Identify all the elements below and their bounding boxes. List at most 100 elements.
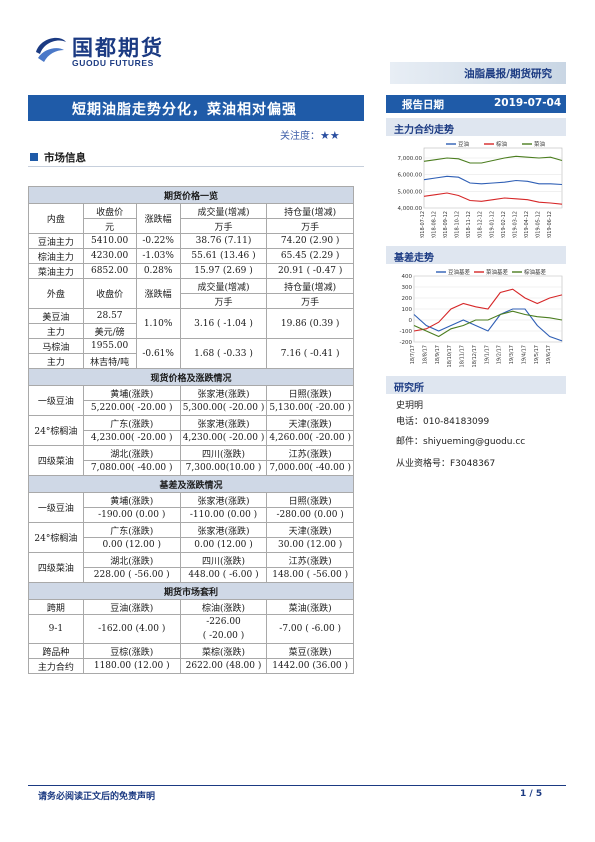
table-cell: ( -20.00 ) xyxy=(179,629,268,644)
legend-label: 棕油基差 xyxy=(524,268,547,276)
y-tick-label: -200 xyxy=(400,340,413,346)
author-email[interactable]: 邮件：shiyueming@guodu.cc xyxy=(396,437,526,447)
legend-label: 菜油基差 xyxy=(486,268,509,276)
table-cell: 4,230.00( -20.00 ) xyxy=(179,430,268,446)
table-cell: 4,260.00( -20.00 ) xyxy=(266,430,354,446)
arbitrage-table-title: 期货市场套利 xyxy=(28,582,354,600)
series-line-1 xyxy=(423,175,563,186)
main-chart-heading: 主力合约走势 xyxy=(386,118,566,136)
table-cell: 3.16 ( -1.04 ) xyxy=(179,308,268,339)
attention-rating: 关注度：★★ xyxy=(280,127,340,142)
brand-name-cn: 国都期货 xyxy=(72,36,164,60)
brand-name-en: GUODU FUTURES xyxy=(72,58,154,68)
table-cell: 主力合约 xyxy=(28,658,84,674)
x-tick-label: 2019-03-12 xyxy=(512,211,518,238)
header-cell: 广东(涨跌) xyxy=(82,522,181,538)
table-cell: 主力 xyxy=(28,353,84,369)
table-row: 228.00 ( -56.00 ) 448.00 ( -6.00 ) 148.0… xyxy=(29,567,354,583)
header-cell: 豆油(涨跌) xyxy=(82,599,181,615)
table-cell: 棕油主力 xyxy=(28,248,84,264)
futures-table-title: 期货价格一览 xyxy=(28,186,354,204)
header-cell: 日照(涨跌) xyxy=(266,492,354,508)
header-cell: 豆棕(涨跌) xyxy=(82,643,181,659)
legend-label: 豆油基差 xyxy=(448,268,471,276)
table-cell: 4230.00 xyxy=(82,248,137,264)
table-cell: 5410.00 xyxy=(82,233,137,249)
footer-divider xyxy=(28,785,566,786)
series-line-2 xyxy=(423,192,563,205)
legend-label: 棕油 xyxy=(496,140,508,148)
table-cell: -0.22% xyxy=(135,233,181,249)
table-cell: 4,230.00( -20.00 ) xyxy=(82,430,181,446)
report-title: 短期油脂走势分化，菜油相对偏强 xyxy=(72,102,297,118)
attention-label: 关注度： xyxy=(280,131,320,142)
header-cell: 万手 xyxy=(179,218,268,234)
header-cell: 收盘价 xyxy=(82,203,137,219)
table-cell: -7.00 ( -6.00 ) xyxy=(266,614,354,644)
table-cell: 30.00 (12.00 ) xyxy=(266,537,354,553)
x-tick-label: 2019-01-12 xyxy=(489,211,495,238)
square-bullet-icon xyxy=(30,153,38,161)
y-tick-label: 400 xyxy=(402,274,413,280)
table-cell: 0.00 (12.00 ) xyxy=(179,537,268,553)
header-cell: 黄埔(涨跌) xyxy=(82,385,181,401)
header-cell: 张家港(涨跌) xyxy=(179,492,268,508)
series-line-3 xyxy=(423,155,563,164)
series-line-1 xyxy=(413,308,563,342)
header-cell: 张家港(涨跌) xyxy=(179,415,268,431)
table-cell: 1.10% xyxy=(135,308,181,339)
y-tick-label: 6,000.00 xyxy=(398,173,423,179)
x-tick-label: 18/11/17 xyxy=(460,345,466,367)
section-divider xyxy=(28,166,364,167)
row-label: 四级菜油 xyxy=(28,445,84,476)
row-label: 一级豆油 xyxy=(28,385,84,416)
header-cell: 广东(涨跌) xyxy=(82,415,181,431)
header-cell: 天津(涨跌) xyxy=(266,522,354,538)
x-tick-label: 2018-07-12 xyxy=(420,211,426,238)
header-cell: 涨跌幅 xyxy=(135,278,181,309)
header-cell: 江苏(涨跌) xyxy=(266,445,354,461)
header-cell: 张家港(涨跌) xyxy=(179,522,268,538)
table-cell: 15.97 (2.69 ) xyxy=(179,263,268,279)
report-date: 2019-07-04 xyxy=(494,97,562,109)
header-cell: 江苏(涨跌) xyxy=(266,552,354,568)
market-section-title: 市场信息 xyxy=(44,152,86,164)
research-heading: 研究所 xyxy=(386,376,566,394)
table-row: 豆油主力 5410.00 -0.22% 38.76 (7.11) 74.20 (… xyxy=(28,233,354,249)
table-cell: -1.03% xyxy=(135,248,181,264)
x-tick-label: 2019-02-12 xyxy=(501,211,507,238)
y-tick-label: 5,000.00 xyxy=(398,189,423,195)
header-cell: 成交量(增减) xyxy=(179,203,268,219)
table-cell: 5,300.00( -20.00 ) xyxy=(179,400,268,416)
header-cell: 菜油(涨跌) xyxy=(266,599,354,615)
table-row: 马棕油 1955.00 -0.61% 1.68 ( -0.33 ) 7.16 (… xyxy=(28,338,354,369)
table-cell: 菜油主力 xyxy=(28,263,84,279)
table-row: 5,220.00( -20.00 ) 5,300.00( -20.00 ) 5,… xyxy=(29,400,354,416)
x-tick-label: 2018-09-12 xyxy=(443,211,449,238)
y-tick-label: 300 xyxy=(402,285,413,291)
row-label: 24°棕榈油 xyxy=(28,522,84,553)
table-cell: 7,300.00(10.00 ) xyxy=(179,460,268,476)
header-cell: 内盘 xyxy=(28,203,84,234)
table-row: 9-1 -162.00 (4.00 ) -226.00 -7.00 ( -6.0… xyxy=(28,614,354,644)
x-tick-label: 19/1/17 xyxy=(484,345,490,364)
header-cell: 持仓量(增减) xyxy=(266,278,354,294)
y-tick-label: 100 xyxy=(402,307,413,313)
table-cell: 马棕油 xyxy=(28,338,84,354)
footer-disclaimer: 请务必阅读正文后的免责声明 xyxy=(38,792,156,802)
market-data-table: 期货价格一览 内盘 收盘价 涨跌幅 成交量(增减) 持仓量(增减) 元 万手 万… xyxy=(28,186,354,674)
y-tick-label: 200 xyxy=(402,296,413,302)
header-cell: 跨品种 xyxy=(28,643,84,659)
table-cell: 19.86 (0.39 ) xyxy=(266,308,354,339)
x-tick-label: 19/6/17 xyxy=(546,345,552,364)
header-cell: 跨期 xyxy=(28,599,84,615)
table-row: 美豆油 28.57 1.10% 3.16 ( -1.04 ) 19.86 (0.… xyxy=(28,308,354,339)
legend-label: 菜油 xyxy=(534,140,546,148)
table-cell: 林吉特/吨 xyxy=(82,353,137,369)
x-tick-label: 19/5/17 xyxy=(534,345,540,364)
table-cell: -0.61% xyxy=(135,338,181,369)
plot-frame xyxy=(423,147,563,209)
table-cell: 1955.00 xyxy=(82,338,137,354)
table-cell: 55.61 (13.46 ) xyxy=(179,248,268,264)
table-cell: 主力 xyxy=(28,323,84,339)
